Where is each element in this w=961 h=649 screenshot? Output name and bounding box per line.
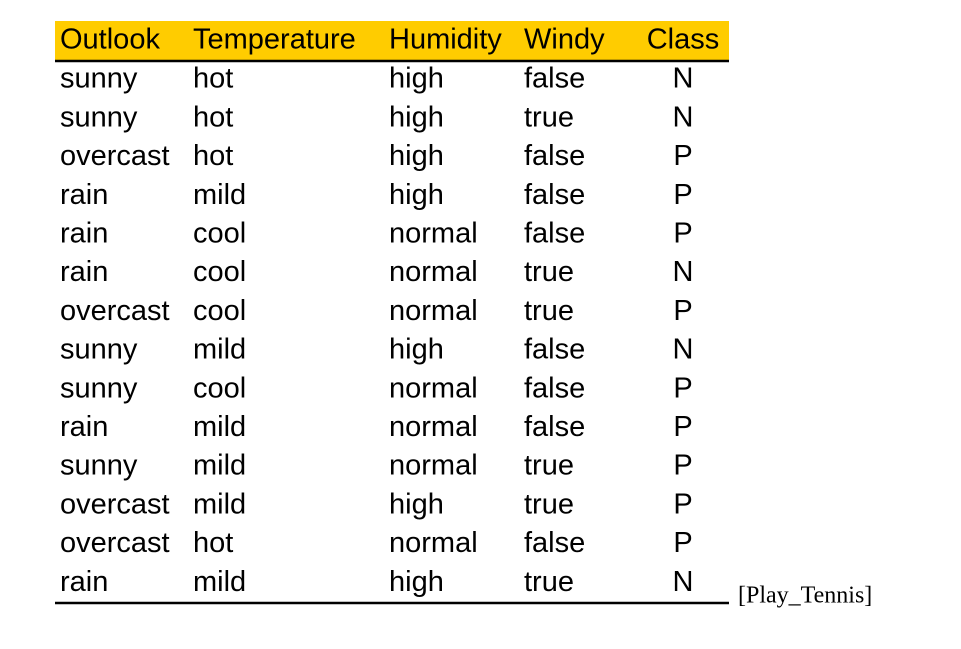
header-background <box>55 21 729 60</box>
table-cell: cool <box>193 295 246 327</box>
table-cell: rain <box>60 411 108 443</box>
header-cell: Windy <box>524 24 605 56</box>
table-cell: N <box>673 256 694 288</box>
caption: [Play_Tennis] <box>738 583 872 609</box>
table-cell: N <box>673 63 694 95</box>
table-cell: sunny <box>60 372 138 404</box>
table-cell: N <box>673 101 694 133</box>
table-cell: mild <box>193 334 246 366</box>
table-cell: true <box>524 566 574 598</box>
table-cell: high <box>389 179 444 211</box>
header-cell: Temperature <box>193 24 356 56</box>
table-cell: normal <box>389 295 478 327</box>
table-cell: true <box>524 450 574 482</box>
table-cell: P <box>673 527 692 559</box>
table-cell: false <box>524 63 585 95</box>
table-cell: false <box>524 217 585 249</box>
table-cell: high <box>389 334 444 366</box>
table-cell: false <box>524 334 585 366</box>
header-cell: Class <box>647 24 720 56</box>
table-cell: cool <box>193 372 246 404</box>
table-cell: false <box>524 527 585 559</box>
table-cell: P <box>673 372 692 404</box>
table-cell: normal <box>389 217 478 249</box>
table-cell: true <box>524 256 574 288</box>
table-cell: false <box>524 411 585 443</box>
table-cell: P <box>673 217 692 249</box>
table-cell: sunny <box>60 63 138 95</box>
table-cell: mild <box>193 450 246 482</box>
table-cell: P <box>673 488 692 520</box>
table-cell: hot <box>193 140 233 172</box>
table-cell: true <box>524 101 574 133</box>
table-cell: N <box>673 566 694 598</box>
table-cell: high <box>389 566 444 598</box>
table-cell: sunny <box>60 450 138 482</box>
table-cell: mild <box>193 488 246 520</box>
table-cell: mild <box>193 179 246 211</box>
table-cell: normal <box>389 450 478 482</box>
table-cell: high <box>389 63 444 95</box>
table-cell: false <box>524 179 585 211</box>
table-cell: high <box>389 140 444 172</box>
table-cell: normal <box>389 527 478 559</box>
table-cell: hot <box>193 101 233 133</box>
table-cell: P <box>673 179 692 211</box>
table-cell: true <box>524 488 574 520</box>
table-cell: true <box>524 295 574 327</box>
table-cell: overcast <box>60 295 170 327</box>
table-cell: rain <box>60 217 108 249</box>
table-cell: high <box>389 488 444 520</box>
table-cell: hot <box>193 527 233 559</box>
table-cell: overcast <box>60 488 170 520</box>
table-cell: rain <box>60 566 108 598</box>
header-cell: Outlook <box>60 24 160 56</box>
table-cell: normal <box>389 372 478 404</box>
table-cell: normal <box>389 256 478 288</box>
table-cell: sunny <box>60 334 138 366</box>
table-cell: rain <box>60 256 108 288</box>
table-cell: P <box>673 295 692 327</box>
header-cell: Humidity <box>389 24 502 56</box>
table-cell: false <box>524 140 585 172</box>
table-cell: sunny <box>60 101 138 133</box>
table-cell: cool <box>193 217 246 249</box>
table-cell: high <box>389 101 444 133</box>
table-cell: normal <box>389 411 478 443</box>
table-cell: overcast <box>60 527 170 559</box>
table-cell: cool <box>193 256 246 288</box>
table-cell: N <box>673 334 694 366</box>
table-cell: false <box>524 372 585 404</box>
table-cell: overcast <box>60 140 170 172</box>
table-cell: mild <box>193 411 246 443</box>
table-cell: rain <box>60 179 108 211</box>
table-cell: mild <box>193 566 246 598</box>
table-cell: hot <box>193 63 233 95</box>
table-cell: P <box>673 140 692 172</box>
table-cell: P <box>673 411 692 443</box>
table-cell: P <box>673 450 692 482</box>
